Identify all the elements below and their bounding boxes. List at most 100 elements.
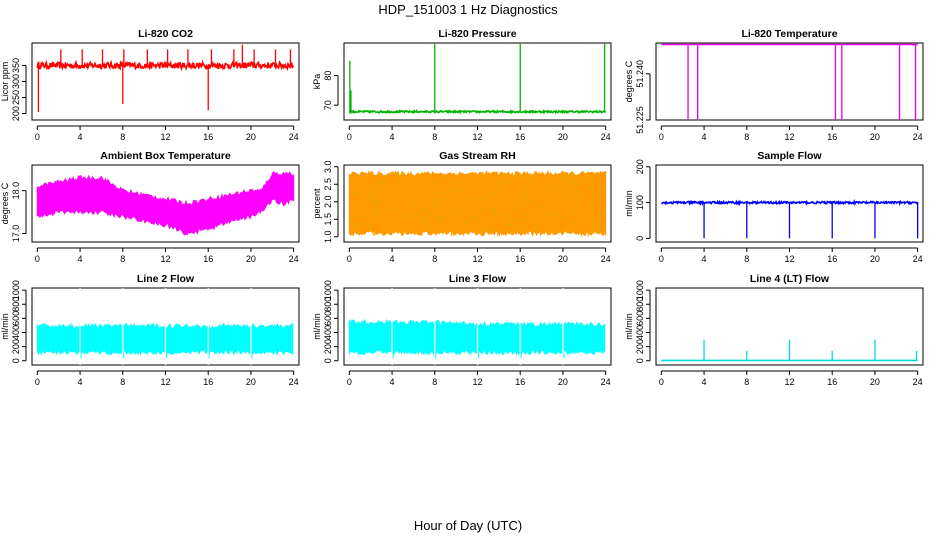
data-point	[474, 182, 477, 185]
data-point	[552, 210, 554, 212]
data-point	[531, 182, 533, 184]
x-tick-label: 4	[390, 254, 395, 264]
data-point	[440, 212, 443, 215]
data-point	[350, 173, 353, 175]
y-axis-label: percent	[312, 188, 322, 219]
data-point	[427, 218, 429, 221]
y-tick-label: 1000	[323, 280, 333, 300]
data-point	[381, 186, 384, 189]
data-point	[463, 192, 465, 194]
data-point	[448, 190, 451, 193]
data-point	[491, 207, 493, 209]
data-point	[489, 186, 492, 189]
data-point	[473, 188, 476, 190]
data-point	[589, 186, 592, 188]
data-point	[513, 230, 516, 233]
data-point	[586, 181, 589, 183]
data-point	[567, 199, 570, 202]
data-point	[373, 192, 375, 194]
data-point	[452, 178, 455, 181]
data-point	[550, 191, 552, 193]
data-point	[535, 174, 538, 177]
y-tick-label: 200	[635, 339, 645, 354]
data-layer	[348, 43, 607, 115]
y-tick-label: 0	[635, 236, 645, 241]
panel-6: Sample Flow 0 4 8 12 16 20 24 0 100 200 ml/min	[624, 150, 924, 264]
data-point	[514, 210, 516, 213]
y-axis-label: ml/min	[624, 313, 634, 340]
data-point	[419, 222, 422, 225]
data-point	[504, 215, 507, 217]
data-point	[419, 197, 421, 199]
data-point	[573, 221, 575, 224]
x-tick-label: 0	[659, 254, 664, 264]
x-tick-label: 8	[120, 377, 125, 387]
data-layer	[661, 339, 918, 362]
data-point	[367, 198, 370, 200]
data-point	[596, 226, 599, 228]
data-point	[404, 215, 406, 218]
data-point	[395, 178, 398, 181]
x-tick-label: 16	[203, 132, 213, 142]
data-point	[588, 189, 590, 191]
data-point	[383, 178, 385, 181]
plot-frame	[655, 42, 924, 121]
data-point	[500, 181, 502, 184]
data-point	[474, 207, 476, 210]
data-point	[574, 190, 576, 192]
data-point	[527, 178, 529, 181]
x-tick-label: 8	[744, 377, 749, 387]
data-point	[362, 222, 364, 224]
x-tick-label: 4	[78, 254, 83, 264]
data-point	[385, 215, 388, 218]
panel-title: Sample Flow	[757, 150, 822, 162]
data-point	[599, 214, 602, 216]
data-point	[473, 176, 475, 179]
data-point	[367, 210, 369, 213]
data-point	[524, 174, 526, 177]
data-point	[462, 201, 465, 204]
data-point	[419, 204, 421, 207]
data-point	[438, 223, 441, 226]
data-point	[439, 214, 442, 217]
data-point	[470, 215, 473, 218]
data-point	[509, 232, 511, 234]
data-point	[531, 186, 534, 189]
y-tick-label: 17.0	[11, 225, 21, 243]
data-point	[455, 209, 457, 211]
data-point	[375, 200, 377, 203]
data-point	[478, 177, 480, 179]
data-point	[521, 193, 524, 195]
data-point	[583, 178, 585, 181]
x-tick-label: 16	[515, 254, 525, 264]
data-point	[389, 194, 391, 196]
x-tick-label: 4	[390, 377, 395, 387]
data-point	[509, 179, 512, 181]
y-tick-label: 600	[323, 311, 333, 326]
x-tick-label: 8	[120, 254, 125, 264]
x-tick-label: 8	[432, 132, 437, 142]
data-point	[364, 191, 367, 194]
data-point	[573, 219, 576, 222]
data-point	[587, 176, 589, 179]
data-point	[591, 192, 593, 195]
data-point	[479, 190, 482, 193]
x-tick-label: 0	[659, 377, 664, 387]
data-point	[534, 181, 536, 183]
y-tick-label: 800	[11, 297, 21, 312]
data-point	[410, 187, 413, 190]
data-point	[571, 224, 574, 227]
data-point	[412, 186, 415, 189]
data-point	[597, 228, 599, 230]
data-point	[491, 199, 494, 201]
data-point	[370, 200, 373, 203]
data-point	[603, 220, 606, 222]
x-tick-label: 20	[558, 132, 568, 142]
data-point	[496, 212, 498, 215]
data-point	[550, 188, 552, 191]
data-point	[575, 211, 577, 213]
x-tick-label: 0	[347, 254, 352, 264]
y-tick-label: 0	[11, 358, 21, 363]
data-point	[505, 183, 507, 186]
